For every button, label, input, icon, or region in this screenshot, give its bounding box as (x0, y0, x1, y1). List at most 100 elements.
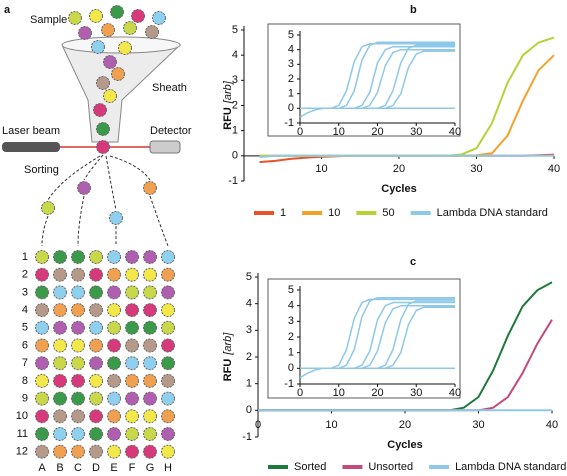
droplet (35, 444, 49, 459)
x-tick-label: 10 (325, 419, 337, 431)
row-label: 4 (22, 304, 28, 316)
droplet (161, 373, 175, 388)
y-axis-title-main: RFU (222, 359, 234, 382)
y-axis-title-unit: [arb] (222, 332, 234, 356)
droplet (143, 303, 157, 318)
droplet (35, 267, 49, 282)
droplet (89, 409, 103, 424)
y-tick-label: 4 (288, 300, 294, 312)
x-tick-label: 20 (371, 126, 383, 138)
droplet (125, 373, 139, 388)
droplet (143, 250, 157, 264)
droplet (125, 303, 139, 318)
y-tick-label: 5 (288, 284, 294, 296)
x-tick-label: 10 (333, 126, 345, 138)
row-label: 10 (16, 410, 28, 422)
legend-label: 1 (280, 207, 286, 219)
droplet (143, 267, 157, 282)
x-tick-label: 40 (546, 419, 558, 431)
droplet (143, 427, 157, 441)
droplet (53, 267, 67, 282)
droplet (143, 338, 157, 353)
inset-frame (267, 278, 461, 399)
row-label: 1 (22, 251, 28, 263)
legend-label: 50 (382, 207, 394, 219)
laser-source (2, 142, 60, 152)
data-line (299, 107, 455, 118)
droplet (53, 409, 67, 424)
x-tick-label: 20 (371, 387, 383, 399)
x-tick-label: 30 (472, 419, 484, 431)
x-tick-label: 10 (333, 387, 345, 399)
droplet (125, 338, 139, 353)
droplet (107, 250, 121, 264)
arrow (83, 154, 104, 181)
y-tick-label: 3 (288, 315, 294, 327)
droplet (71, 409, 85, 424)
y-tick-label: 3 (246, 324, 252, 336)
droplet (107, 303, 121, 318)
x-tick-label: 20 (393, 163, 405, 175)
y-tick-label: 3 (288, 58, 294, 70)
column-label: E (110, 462, 117, 474)
label: Detector (150, 125, 192, 137)
y-tick-label: 2 (232, 99, 238, 111)
droplet (107, 267, 121, 282)
droplet (35, 373, 49, 388)
y-axis-title: RFU [arb] (222, 332, 234, 382)
y-axis-title: RFU [arb] (222, 80, 234, 130)
x-tick-label: 0 (297, 126, 303, 138)
droplet (53, 250, 67, 264)
droplet (89, 9, 103, 23)
row-label: 12 (16, 446, 28, 458)
droplet (107, 320, 121, 335)
legend-label: Unsorted (368, 461, 413, 473)
legend-label: 10 (328, 207, 340, 219)
y-tick-label: 2 (288, 331, 294, 343)
droplet (125, 356, 139, 371)
droplet (91, 40, 105, 54)
droplet (68, 11, 82, 25)
droplet (35, 409, 49, 424)
data-line (299, 367, 455, 379)
y-tick-label: 2 (288, 73, 294, 85)
droplet (53, 285, 67, 300)
y-tick-label: -1 (228, 175, 238, 187)
droplet (53, 444, 67, 459)
droplet (53, 303, 67, 318)
y-tick-label: 4 (232, 49, 238, 61)
droplet (123, 21, 137, 35)
droplet (35, 320, 49, 335)
droplet (53, 427, 67, 441)
droplet (125, 444, 139, 459)
droplet (161, 285, 175, 300)
droplet (143, 391, 157, 406)
column-label: C (74, 462, 82, 474)
y-tick-label: -1 (284, 378, 294, 390)
x-axis-title: Cycles (381, 183, 416, 195)
droplet (125, 267, 139, 282)
legend-label: Lambda DNA standard (437, 207, 548, 219)
droplet (93, 103, 107, 117)
droplet (101, 23, 115, 37)
row-label: 9 (22, 393, 28, 405)
label: Sample (30, 14, 67, 26)
droplet (71, 285, 85, 300)
droplet (107, 356, 121, 371)
y-tick-label: 5 (232, 24, 238, 36)
droplet (71, 427, 85, 441)
column-label: H (164, 462, 172, 474)
droplet (125, 320, 139, 335)
y-tick-label: 1 (288, 347, 294, 359)
x-tick-label: 30 (410, 126, 422, 138)
row-label: 7 (22, 357, 28, 369)
y-axis-title-unit: [arb] (222, 80, 234, 104)
x-tick-label: 40 (548, 163, 560, 175)
y-tick-label: -1 (284, 117, 294, 129)
droplet (89, 250, 103, 264)
droplet (71, 338, 85, 353)
droplet (35, 356, 49, 371)
droplet (71, 356, 85, 371)
droplet (111, 67, 125, 81)
droplet (89, 391, 103, 406)
